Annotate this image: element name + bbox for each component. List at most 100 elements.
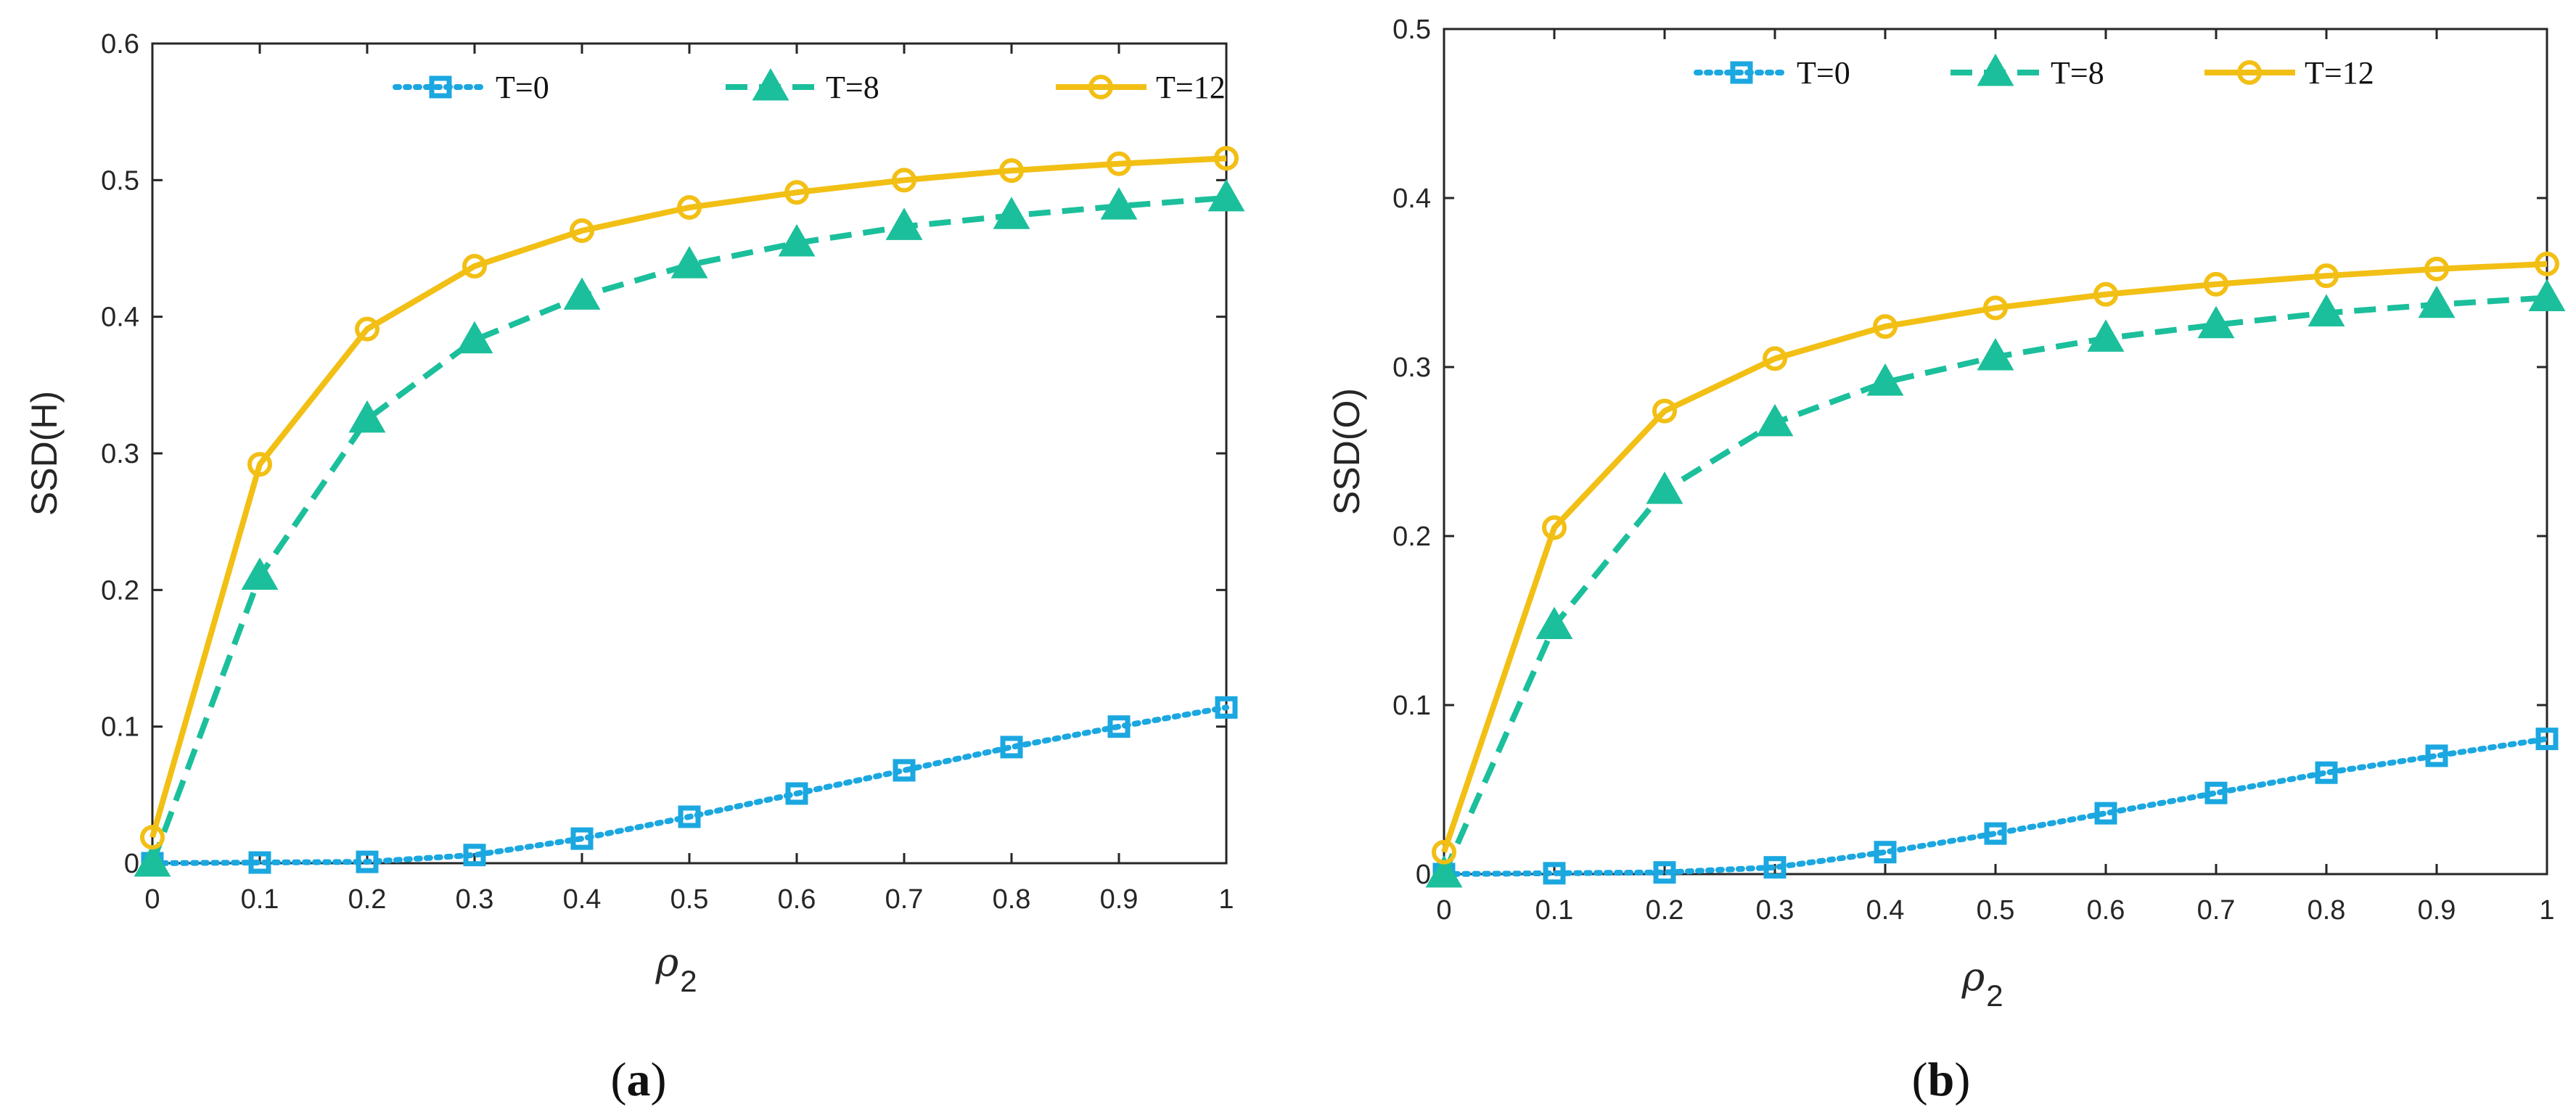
caption-letter: b [1928,1053,1955,1106]
data-point [1646,472,1683,504]
data-point [1432,839,1456,865]
legend-marker [1730,61,1753,84]
data-point [993,197,1030,229]
data-point [892,168,916,193]
data-point [2087,319,2125,352]
legend-item: T=12 [1056,70,1226,105]
legend: T=0 T=8 T=12 [393,67,1226,105]
series-T8 [134,178,1245,877]
legend-label: T=12 [1156,70,1226,105]
series-line [1441,260,2548,853]
panel-b: 0 0.1 0.2 0.3 0.4 0.5 0.6 0.7 0.8 0.9 1 0 0.1 0.2 0.3 0… [1326,15,2566,1106]
y-tick-label: 0.5 [101,165,139,196]
data-point [356,850,379,873]
data-point [1653,861,1676,884]
data-point [2204,781,2228,804]
y-tick-label: 0.6 [101,29,139,59]
data-point [1214,146,1239,171]
caption-open: ( [1912,1053,1928,1106]
legend-marker [1088,75,1113,99]
y-tick-label: 0.5 [1392,15,1431,45]
x-tick-label: 0.7 [2197,895,2236,926]
data-point [670,246,708,279]
data-point [140,825,165,850]
x-axis-label: ρ2 [655,939,697,998]
data-point [778,223,816,257]
x-tick-label: 0.1 [1535,895,1574,926]
data-point [2535,251,2559,276]
data-point [134,844,171,877]
data-point [2204,271,2228,297]
series-T8 [1425,279,2566,888]
y-tick-label: 0.2 [1392,522,1431,552]
caption-letter: a [627,1053,651,1106]
data-point [2418,285,2456,318]
series-line [149,155,1227,839]
x-tick-label: 1 [1218,884,1234,915]
data-point [2535,728,2559,751]
legend-label: T=12 [2305,55,2374,91]
y-tick-label: 0.4 [1392,184,1431,214]
y-axis-label: SSD(O) [1326,388,1367,515]
data-point [247,452,272,477]
x-tick-label: 0.5 [1977,895,2015,926]
x-tick-label: 0.7 [885,884,924,915]
data-point [2314,263,2339,289]
data-point [1873,314,1898,339]
legend-item: T=8 [726,67,879,105]
legend-label: T=8 [2051,55,2104,91]
data-point [462,253,487,279]
x-tick-label: 0.6 [2087,895,2125,926]
data-point [678,805,701,828]
x-tick-label: 0.5 [670,884,709,915]
data-point [2308,294,2345,326]
data-point [1425,855,1463,888]
legend-marker [429,75,452,99]
series-line [1441,736,2550,877]
y-tick-label: 0 [1416,860,1431,890]
x-tick-label: 1 [2539,895,2554,926]
data-point [893,759,916,782]
data-point [1100,187,1138,220]
y-tick-label: 0 [124,849,139,879]
y-tick-label: 0.4 [101,302,139,333]
data-point [248,851,271,874]
data-point [784,180,809,205]
legend-item: T=0 [393,70,549,105]
data-point [1984,822,2007,845]
data-point [570,218,594,244]
caption-close: ) [1954,1053,1970,1106]
data-point [1107,151,1131,176]
series-line [149,194,1227,865]
panel-caption: (b) [1912,1053,1971,1106]
y-tick-label: 0.1 [101,712,139,743]
series-T0 [141,696,1238,875]
x-tick-label: 0.4 [1866,895,1905,926]
legend-marker [752,67,789,101]
y-axis-label: SSD(H) [24,391,65,516]
x-axis-label-symbol: ρ [1961,954,1985,1000]
data-point [785,782,808,805]
data-point [2315,761,2338,784]
data-point [563,277,601,310]
x-axis-label: ρ2 [1961,954,2003,1013]
data-point [677,195,702,220]
x-tick-label: 0.1 [241,884,279,915]
x-axis-label-subscript: 2 [1986,979,2003,1013]
data-point [2424,256,2449,281]
data-point [1107,715,1131,738]
y-tick-label: 0.3 [1392,353,1431,383]
plot-area-frame [1443,28,2548,876]
legend-label: T=0 [496,70,549,105]
data-point [456,321,493,354]
caption-close: ) [651,1053,667,1106]
legend-item: T=12 [2204,55,2374,91]
data-point [2197,305,2235,339]
data-point [2093,281,2118,307]
legend-marker [1977,53,2014,86]
x-tick-label: 0.8 [2308,895,2346,926]
series-T12 [140,146,1239,850]
legend-marker [2237,60,2262,85]
data-point [885,207,923,240]
